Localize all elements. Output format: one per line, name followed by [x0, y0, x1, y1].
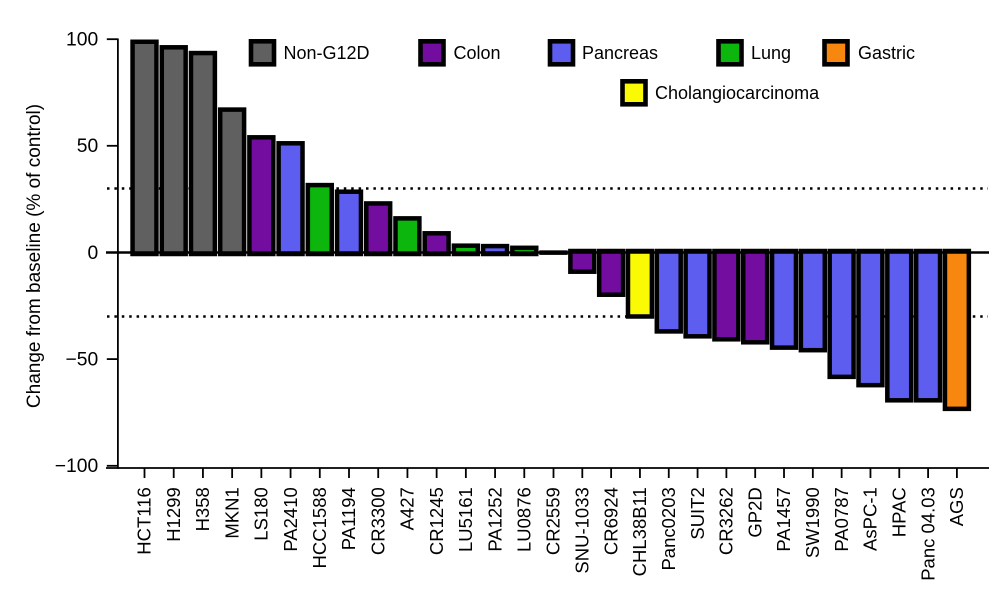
svg-text:50: 50: [77, 136, 98, 157]
svg-text:LU0876: LU0876: [513, 487, 534, 552]
svg-text:Panc0203: Panc0203: [658, 487, 679, 570]
svg-text:HPAC: HPAC: [888, 487, 909, 537]
svg-text:SUIT2: SUIT2: [687, 487, 708, 539]
svg-text:CHL38B11: CHL38B11: [629, 487, 650, 576]
svg-text:H358: H358: [192, 487, 213, 531]
svg-text:PA1194: PA1194: [338, 487, 359, 550]
svg-text:100: 100: [66, 30, 98, 51]
svg-text:A427: A427: [397, 487, 418, 530]
svg-text:CR1245: CR1245: [426, 487, 447, 555]
svg-text:Colon: Colon: [454, 43, 501, 63]
svg-text:CR3300: CR3300: [367, 487, 388, 555]
svg-text:Lung: Lung: [751, 43, 791, 63]
svg-text:H1299: H1299: [163, 487, 184, 542]
svg-text:HCT116: HCT116: [134, 487, 155, 555]
svg-text:Gastric: Gastric: [858, 43, 915, 63]
svg-text:MKN1: MKN1: [221, 487, 242, 538]
svg-text:PA2410: PA2410: [280, 487, 301, 551]
svg-text:PA1457: PA1457: [773, 487, 794, 551]
svg-text:PA0787: PA0787: [831, 487, 852, 551]
svg-text:CR2559: CR2559: [543, 487, 564, 555]
svg-text:Panc 04.03: Panc 04.03: [917, 487, 938, 581]
svg-text:AsPC-1: AsPC-1: [860, 487, 881, 551]
svg-text:LS180: LS180: [251, 487, 272, 541]
svg-text:SNU-1033: SNU-1033: [572, 487, 593, 573]
svg-text:PA1252: PA1252: [484, 487, 505, 551]
svg-text:GP2D: GP2D: [744, 487, 765, 537]
svg-text:SW1990: SW1990: [802, 487, 823, 558]
svg-text:Non-G12D: Non-G12D: [284, 43, 370, 63]
svg-text:0: 0: [87, 243, 98, 264]
svg-text:AGS: AGS: [946, 487, 967, 526]
svg-text:−100: −100: [55, 456, 98, 477]
svg-text:CR3262: CR3262: [716, 487, 737, 555]
svg-text:Cholangiocarcinoma: Cholangiocarcinoma: [655, 83, 820, 103]
svg-text:LU5161: LU5161: [455, 487, 476, 552]
svg-text:Pancreas: Pancreas: [582, 43, 658, 63]
svg-text:Change from baseline (% of con: Change from baseline (% of control): [24, 104, 45, 408]
svg-text:−50: −50: [65, 349, 98, 370]
svg-text:HCC1588: HCC1588: [309, 487, 330, 568]
svg-text:CR6924: CR6924: [600, 487, 621, 555]
